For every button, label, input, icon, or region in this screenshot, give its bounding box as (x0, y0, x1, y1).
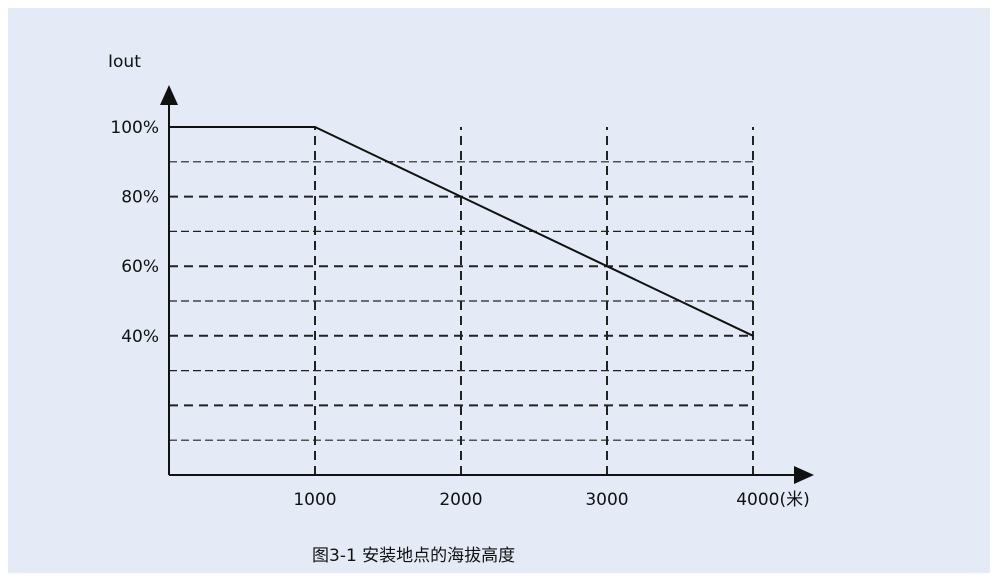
label-layer: 100% 80% 60% 40% 1000 2000 3000 4000(米) (110, 118, 809, 510)
series-line (169, 126, 754, 337)
y-tick-label: 60% (121, 257, 159, 277)
x-tick-label: 2000 (439, 490, 482, 510)
y-tick-label: 100% (110, 118, 159, 138)
chart-panel: Iout 100% 80% 60% 40% 1000 2000 3000 4000(米) 图3… (8, 8, 990, 573)
grid-layer (169, 127, 754, 475)
x-tick-label: 3000 (585, 490, 628, 510)
x-tick-label: 4000(米) (736, 490, 810, 510)
altitude-derating-chart: Iout 100% 80% 60% 40% 1000 2000 3000 4000(米) (108, 52, 814, 510)
y-tick-label: 40% (121, 327, 159, 347)
x-axis-arrow (794, 466, 814, 484)
y-axis-label: Iout (108, 52, 141, 72)
x-tick-label: 1000 (293, 490, 336, 510)
y-axis-arrow (160, 85, 178, 105)
series-layer (169, 126, 754, 337)
axes-layer: Iout (108, 52, 814, 484)
y-tick-label: 80% (121, 188, 159, 208)
figure-caption: 图3-1 安装地点的海拔高度 (312, 546, 516, 566)
